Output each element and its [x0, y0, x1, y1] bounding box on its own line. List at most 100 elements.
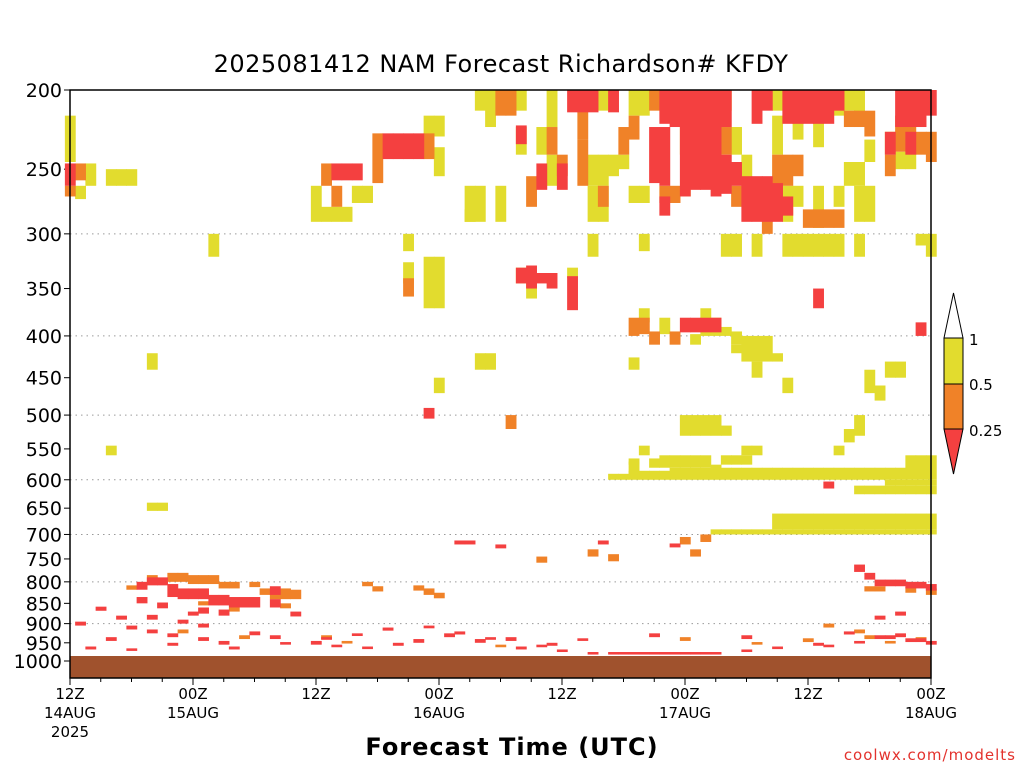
ri-cell-red	[157, 602, 168, 609]
ri-cell-red	[136, 597, 148, 604]
ri-cell-orange	[905, 587, 917, 593]
y-tick-label: 800	[26, 572, 62, 594]
ri-cell-yellow	[833, 233, 845, 257]
ri-cell-red	[690, 317, 701, 333]
ri-cell-red	[895, 611, 906, 616]
ri-cell-yellow	[741, 455, 753, 465]
ri-cell-red	[505, 637, 517, 641]
y-tick-label: 700	[26, 524, 62, 546]
ri-cell-yellow	[433, 377, 445, 394]
ri-cell-red	[208, 594, 220, 606]
ri-cell-yellow	[423, 256, 435, 309]
ri-cell-red	[741, 176, 753, 222]
ri-cell-yellow	[638, 445, 650, 456]
ri-cell-orange	[526, 176, 537, 207]
ri-cell-yellow	[495, 185, 507, 222]
ri-cell-yellow	[700, 455, 712, 468]
ri-cell-yellow	[751, 335, 763, 362]
ri-cell-yellow	[85, 163, 97, 186]
ri-cell-yellow	[751, 361, 763, 378]
ri-cell-red	[710, 317, 722, 333]
ri-cell-orange	[864, 110, 876, 137]
ri-cell-red	[618, 652, 630, 655]
ri-cell-yellow	[843, 513, 855, 530]
ri-cell-yellow	[802, 513, 814, 530]
ri-cell-yellow	[792, 529, 804, 535]
ri-cell-orange	[884, 154, 896, 177]
ri-cell-yellow	[792, 467, 804, 480]
ri-cell-orange	[659, 185, 671, 203]
ri-cell-yellow	[864, 185, 876, 222]
ri-cell-yellow	[208, 233, 220, 257]
ri-cell-orange	[792, 154, 804, 177]
ri-cell-red	[382, 627, 394, 631]
ri-cell-orange	[864, 586, 876, 592]
ri-cell-red	[659, 90, 671, 124]
ri-cell-orange	[239, 635, 250, 640]
ri-cell-yellow	[874, 467, 886, 480]
ri-cell-red	[177, 588, 189, 600]
ri-cell-yellow	[792, 233, 804, 257]
ri-cell-red	[690, 652, 701, 655]
ri-cell-red	[382, 133, 394, 160]
ri-cell-orange	[833, 209, 845, 228]
ri-cell-red	[669, 543, 681, 548]
ri-cell-yellow	[618, 154, 630, 170]
ri-cell-yellow	[638, 308, 650, 323]
ri-cell-yellow	[802, 467, 814, 480]
ri-cell-yellow	[741, 335, 753, 362]
ri-cell-yellow	[75, 185, 86, 200]
ri-cell-red	[782, 90, 794, 124]
ri-cell-orange	[423, 588, 435, 595]
ri-cell-yellow	[895, 361, 906, 378]
ri-cell-red	[608, 90, 619, 113]
legend-swatch-0.5-1	[943, 337, 964, 385]
ri-cell-red	[249, 597, 261, 608]
ri-cell-orange	[177, 572, 189, 582]
ri-cell-red	[679, 90, 691, 197]
ri-cell-orange	[628, 317, 640, 336]
ri-cell-red	[895, 633, 906, 638]
ri-cell-yellow	[915, 529, 927, 535]
ri-cell-red	[167, 633, 179, 638]
ri-cell-red	[884, 579, 896, 587]
x-tick-label: 12Z	[793, 685, 822, 703]
ri-cell-orange	[915, 131, 927, 155]
x-tick-label: 00Z	[178, 685, 207, 703]
ri-cell-red	[700, 317, 712, 333]
ri-cell-red	[597, 540, 609, 545]
ri-cell-red	[536, 273, 548, 284]
ri-cell-red	[167, 642, 179, 646]
ri-cell-yellow	[751, 233, 763, 257]
ri-cell-yellow	[874, 529, 886, 535]
ri-cell-yellow	[628, 461, 640, 474]
ri-cell-red	[649, 127, 660, 184]
ri-cell-orange	[690, 549, 701, 557]
ri-cell-yellow	[628, 458, 640, 465]
ri-cell-yellow	[915, 455, 927, 480]
credit-link[interactable]: coolwx.com/modelts	[843, 746, 1016, 764]
legend-arrow-top	[943, 292, 964, 339]
ri-cell-yellow	[884, 467, 896, 480]
ri-cell-yellow	[802, 233, 814, 257]
ri-cell-red	[813, 288, 824, 309]
ri-cell-red	[351, 163, 363, 181]
ri-cell-orange	[331, 185, 343, 207]
ri-cell-red	[444, 633, 455, 638]
ri-cell-orange	[341, 640, 353, 644]
ri-cell-red	[146, 577, 158, 586]
ri-cell-yellow	[864, 513, 876, 530]
ri-cell-yellow	[608, 473, 619, 480]
x-tick-label: 14AUG	[44, 704, 96, 722]
ri-cell-orange	[198, 575, 209, 585]
ri-cell-yellow	[679, 415, 691, 436]
ri-cell-red	[167, 584, 179, 598]
ri-cell-yellow	[433, 115, 445, 137]
ri-cell-red	[577, 638, 589, 641]
ri-cell-orange	[413, 585, 425, 591]
ri-cell-red	[669, 652, 681, 655]
ri-cell-yellow	[813, 513, 824, 530]
x-tick-label: 12Z	[301, 685, 330, 703]
ri-cell-red	[700, 90, 712, 190]
ri-cell-yellow	[669, 467, 681, 480]
